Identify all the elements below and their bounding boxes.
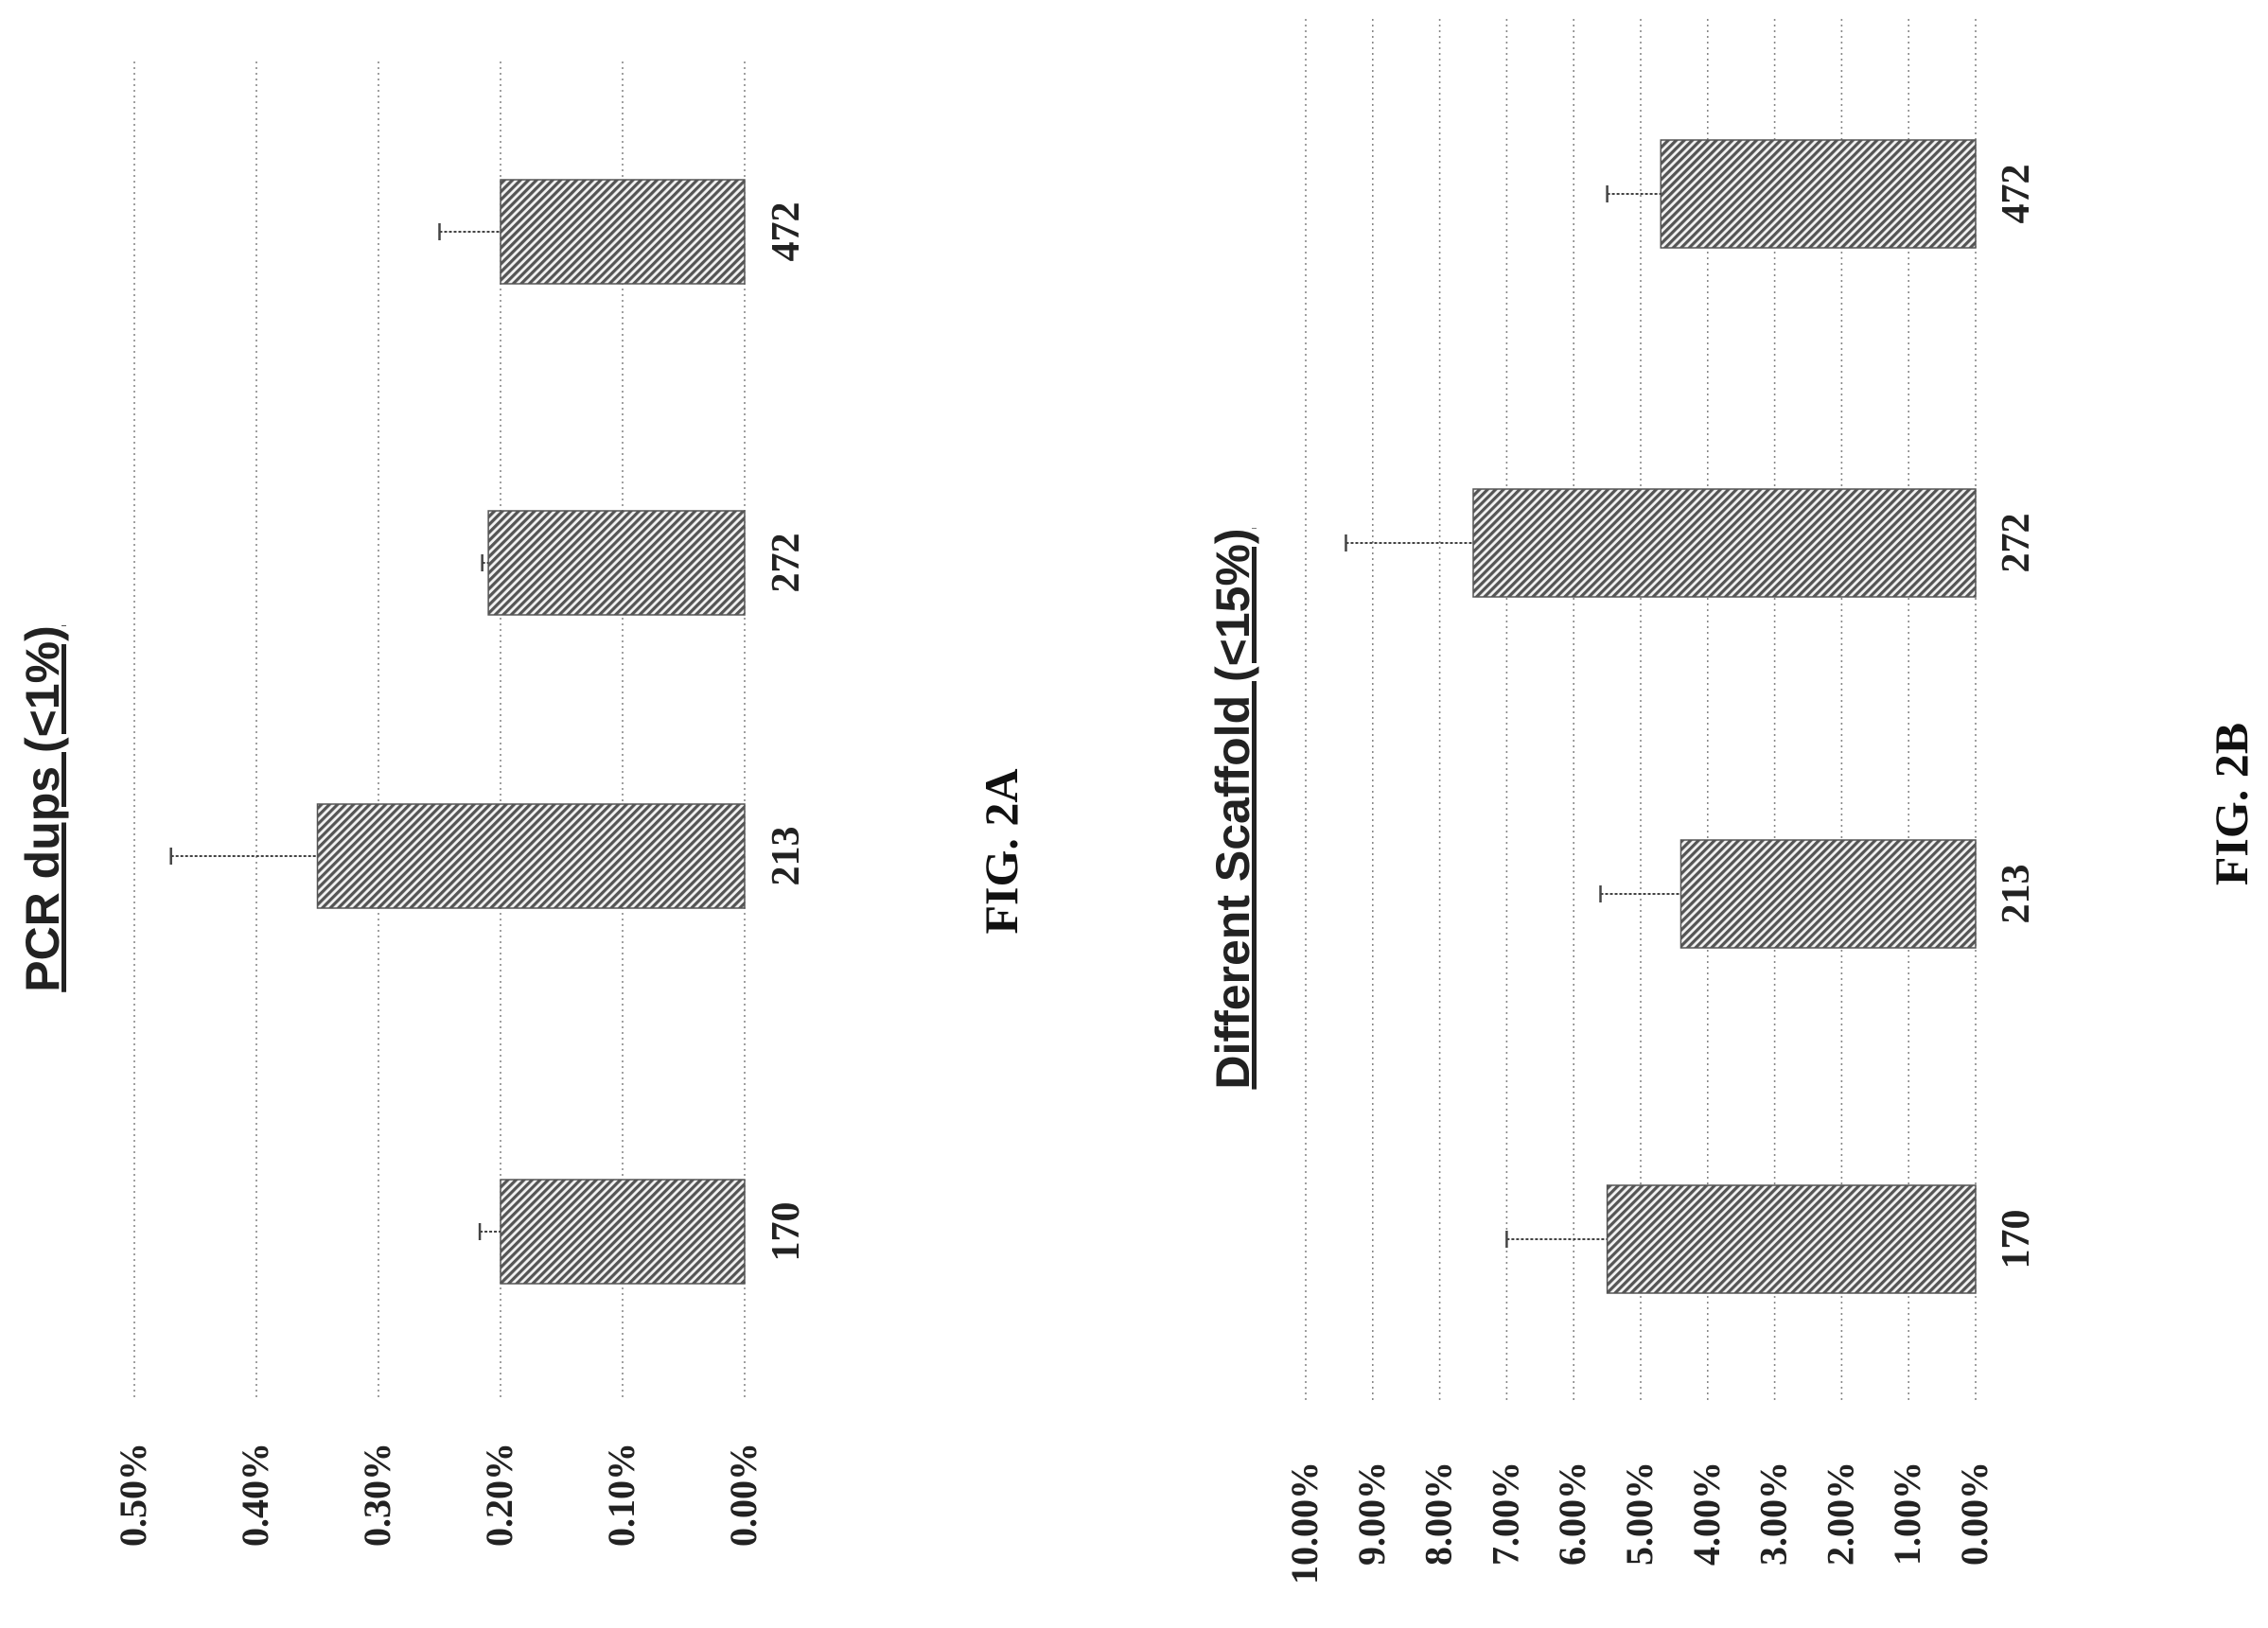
category-label: 272 [765,534,808,593]
category-label: 472 [765,202,808,262]
error-bar [1345,534,1473,551]
chart-2b-caption: FIG. 2B [2205,723,2258,885]
category-label: 472 [1995,165,2038,224]
chart-2b-categories: 170 213 272 472 [1995,165,2038,1269]
y-tick-label: 10.00% [1283,1462,1326,1584]
error-bar [1505,1231,1608,1248]
y-tick-label: 4.00% [1685,1462,1728,1566]
y-tick-label: 8.00% [1417,1462,1460,1566]
y-tick-label: 0.00% [722,1443,765,1547]
error-bar [478,1223,501,1240]
y-tick-label: 0.40% [234,1443,276,1547]
bar [1472,488,1977,598]
chart-2a-gridlines [133,61,746,1400]
error-bar [169,848,318,865]
bar [1679,839,1977,949]
y-tick-label: 2.00% [1819,1462,1861,1566]
y-tick-label: 0.00% [1953,1462,1995,1566]
y-tick-label: 0.10% [600,1443,642,1547]
chart-2a-caption: FIG. 2A [975,769,1028,935]
bar [487,510,746,616]
error-bar [1599,885,1681,902]
category-label: 170 [1995,1210,2038,1269]
category-label: 213 [765,827,808,886]
category-label: 272 [1995,514,2038,573]
chart-2a-y-ticks: 0.50% 0.40% 0.30% 0.20% 0.10% 0.00% [112,1443,765,1547]
y-tick-label: 1.00% [1886,1462,1928,1566]
y-tick-label: 0.50% [112,1443,154,1547]
y-tick-label: 9.00% [1350,1462,1393,1566]
chart-2b-y-ticks: 10.00% 9.00% 8.00% 7.00% 6.00% 5.00% 4.00% 3.00… [1283,1462,1995,1584]
bar [316,803,746,909]
chart-2a: 0.50% 0.40% 0.30% 0.20% 0.10% 0.00% 170 213 272… [16,61,1028,1547]
chart-2b: 10.00% 9.00% 8.00% 7.00% 6.00% 5.00% 4.00% 3.00… [1206,19,2258,1584]
y-tick-label: 5.00% [1618,1462,1661,1566]
chart-2b-bars [1345,139,1977,1294]
bar [1606,1184,1977,1294]
y-tick-label: 0.30% [356,1443,398,1547]
chart-2a-title: PCR dups (<1%) [16,625,69,992]
bar [500,179,746,285]
bar [500,1179,746,1285]
y-tick-label: 6.00% [1551,1462,1593,1566]
error-bar [481,554,489,571]
chart-2a-bars [169,179,746,1285]
error-bar [1606,185,1661,202]
error-bar [438,223,501,240]
category-label: 213 [1995,865,2038,924]
bar [1660,139,1977,249]
y-tick-label: 3.00% [1752,1462,1795,1566]
chart-2a-categories: 170 213 272 472 [765,202,808,1262]
y-tick-label: 0.20% [478,1443,520,1547]
category-label: 170 [765,1202,808,1262]
y-tick-label: 7.00% [1484,1462,1526,1566]
chart-2b-title: Different Scaffold (<15%) [1206,528,1259,1089]
